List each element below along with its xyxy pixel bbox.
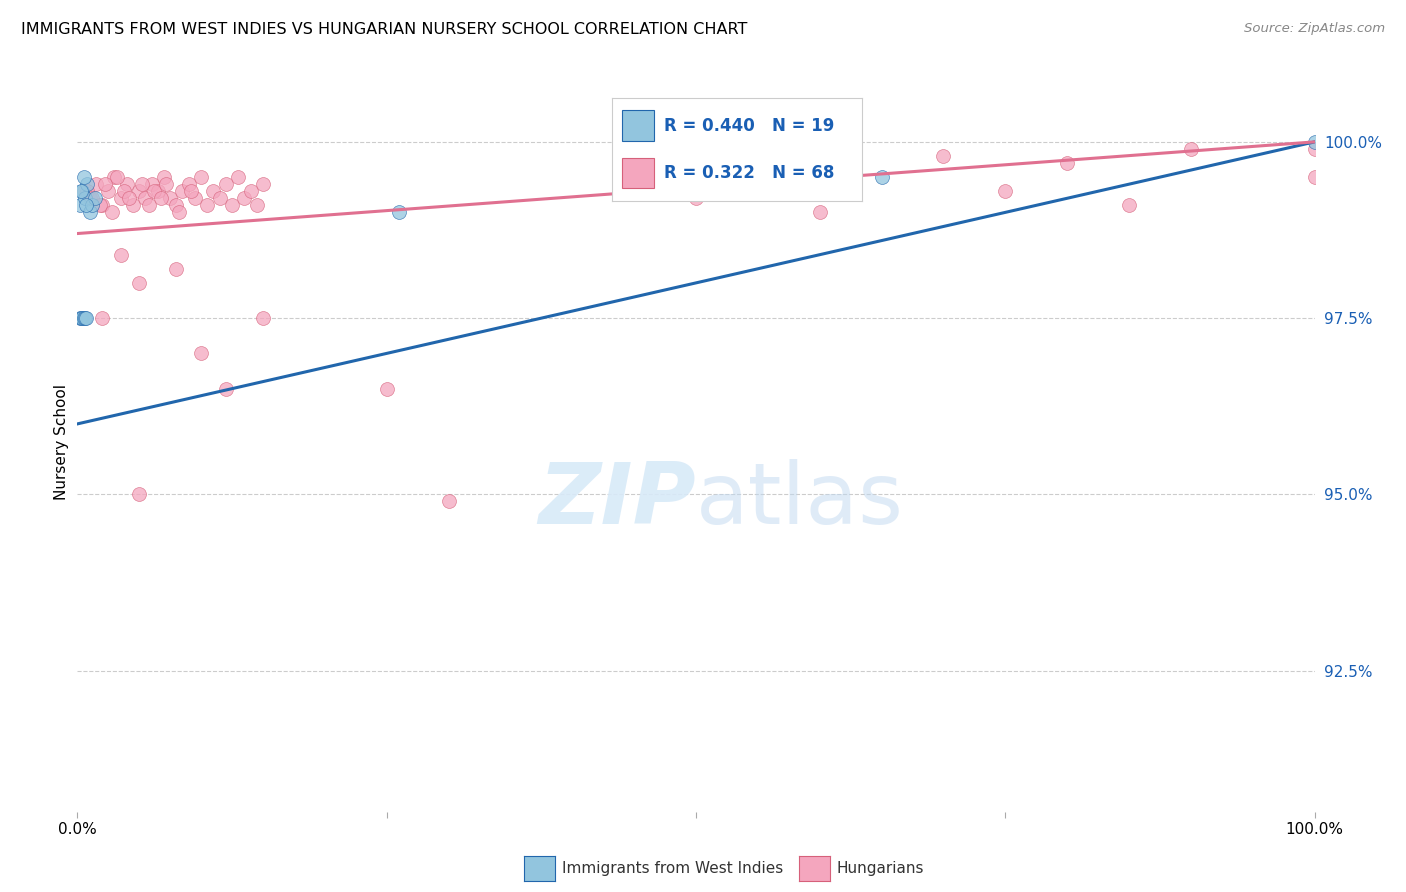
Point xyxy=(870,170,893,185)
Point xyxy=(239,184,262,198)
Point xyxy=(105,170,128,185)
Point xyxy=(69,311,91,326)
Point xyxy=(112,184,135,198)
Point xyxy=(143,184,166,198)
Point xyxy=(72,184,94,198)
Point xyxy=(1303,142,1326,156)
Point xyxy=(103,170,125,185)
Point xyxy=(110,248,132,262)
Point xyxy=(167,205,190,219)
Point xyxy=(252,311,274,326)
Point xyxy=(138,198,160,212)
Point xyxy=(180,184,202,198)
Text: R = 0.322   N = 68: R = 0.322 N = 68 xyxy=(664,164,835,182)
Point xyxy=(808,205,831,219)
Bar xyxy=(621,111,654,141)
Point xyxy=(128,487,150,501)
Point xyxy=(110,191,132,205)
Point xyxy=(70,311,93,326)
Point xyxy=(153,170,176,185)
Point xyxy=(93,177,115,191)
Point xyxy=(155,177,177,191)
Point xyxy=(388,205,411,219)
Point xyxy=(76,177,98,191)
Point xyxy=(70,184,93,198)
Point xyxy=(375,382,398,396)
Point xyxy=(208,191,231,205)
Point xyxy=(97,184,120,198)
Point xyxy=(246,198,269,212)
Point xyxy=(190,346,212,360)
Point xyxy=(75,311,97,326)
Point xyxy=(226,170,249,185)
Point xyxy=(73,191,96,205)
Point xyxy=(184,191,207,205)
Point xyxy=(72,311,94,326)
Point xyxy=(84,177,107,191)
Point xyxy=(118,191,141,205)
Point xyxy=(91,311,114,326)
Point xyxy=(1180,142,1202,156)
Point xyxy=(195,198,218,212)
Point xyxy=(91,198,114,212)
Point xyxy=(101,205,124,219)
Point xyxy=(190,170,212,185)
Bar xyxy=(621,158,654,188)
Text: IMMIGRANTS FROM WEST INDIES VS HUNGARIAN NURSERY SCHOOL CORRELATION CHART: IMMIGRANTS FROM WEST INDIES VS HUNGARIAN… xyxy=(21,22,748,37)
Point xyxy=(128,276,150,290)
Point xyxy=(1303,135,1326,149)
Point xyxy=(73,311,96,326)
Point xyxy=(177,177,200,191)
Point xyxy=(72,184,94,198)
Point xyxy=(128,184,150,198)
Point xyxy=(82,198,104,212)
Point xyxy=(141,177,163,191)
Point xyxy=(122,198,145,212)
Point xyxy=(76,184,98,198)
Text: Source: ZipAtlas.com: Source: ZipAtlas.com xyxy=(1244,22,1385,36)
Point xyxy=(215,177,238,191)
Point xyxy=(75,198,97,212)
Text: atlas: atlas xyxy=(696,459,904,542)
Point xyxy=(215,382,238,396)
Point xyxy=(994,184,1017,198)
Point xyxy=(1303,170,1326,185)
Point xyxy=(72,170,94,185)
Point xyxy=(808,142,831,156)
Point xyxy=(1056,156,1078,170)
Point xyxy=(172,184,194,198)
Point xyxy=(134,191,156,205)
Text: Hungarians: Hungarians xyxy=(837,862,924,876)
Point xyxy=(1118,198,1140,212)
Point xyxy=(131,177,153,191)
Point xyxy=(437,494,460,508)
Point xyxy=(233,191,256,205)
Point xyxy=(932,149,955,163)
Point xyxy=(79,205,101,219)
Point xyxy=(89,198,111,212)
Point xyxy=(83,191,105,205)
Text: R = 0.440   N = 19: R = 0.440 N = 19 xyxy=(664,117,835,135)
Point xyxy=(165,198,187,212)
Y-axis label: Nursery School: Nursery School xyxy=(53,384,69,500)
Point xyxy=(150,191,173,205)
Point xyxy=(252,177,274,191)
Text: ZIP: ZIP xyxy=(538,459,696,542)
Point xyxy=(79,191,101,205)
Point xyxy=(146,184,169,198)
Point xyxy=(165,261,187,276)
Point xyxy=(159,191,181,205)
Point xyxy=(115,177,138,191)
Point xyxy=(221,198,243,212)
Point xyxy=(72,311,94,326)
Point xyxy=(82,191,104,205)
Point xyxy=(685,191,707,205)
Point xyxy=(69,198,91,212)
Point xyxy=(202,184,225,198)
Text: Immigrants from West Indies: Immigrants from West Indies xyxy=(562,862,783,876)
